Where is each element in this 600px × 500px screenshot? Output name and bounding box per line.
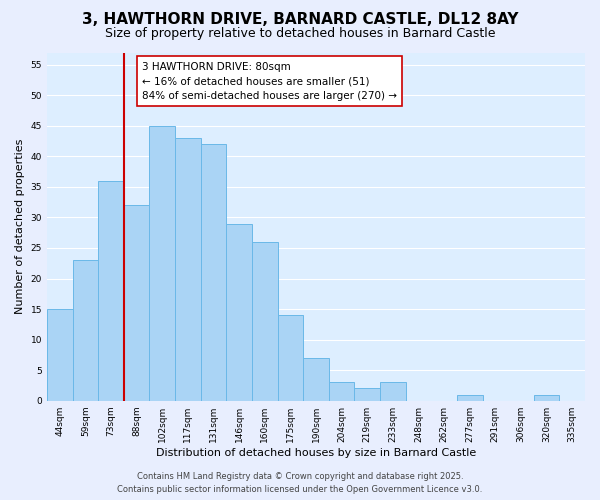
- Bar: [380, 382, 406, 400]
- Text: Size of property relative to detached houses in Barnard Castle: Size of property relative to detached ho…: [105, 28, 495, 40]
- Bar: [303, 358, 329, 401]
- X-axis label: Distribution of detached houses by size in Barnard Castle: Distribution of detached houses by size …: [156, 448, 476, 458]
- Bar: [252, 242, 278, 400]
- Y-axis label: Number of detached properties: Number of detached properties: [15, 139, 25, 314]
- Bar: [200, 144, 226, 401]
- Bar: [47, 309, 73, 400]
- Bar: [226, 224, 252, 400]
- Bar: [278, 315, 303, 400]
- Bar: [98, 181, 124, 400]
- Bar: [149, 126, 175, 400]
- Bar: [73, 260, 98, 400]
- Bar: [534, 394, 559, 400]
- Bar: [124, 205, 149, 400]
- Bar: [329, 382, 355, 400]
- Text: 3, HAWTHORN DRIVE, BARNARD CASTLE, DL12 8AY: 3, HAWTHORN DRIVE, BARNARD CASTLE, DL12 …: [82, 12, 518, 28]
- Bar: [175, 138, 200, 400]
- Text: 3 HAWTHORN DRIVE: 80sqm
← 16% of detached houses are smaller (51)
84% of semi-de: 3 HAWTHORN DRIVE: 80sqm ← 16% of detache…: [142, 62, 397, 102]
- Text: Contains HM Land Registry data © Crown copyright and database right 2025.
Contai: Contains HM Land Registry data © Crown c…: [118, 472, 482, 494]
- Bar: [457, 394, 482, 400]
- Bar: [355, 388, 380, 400]
